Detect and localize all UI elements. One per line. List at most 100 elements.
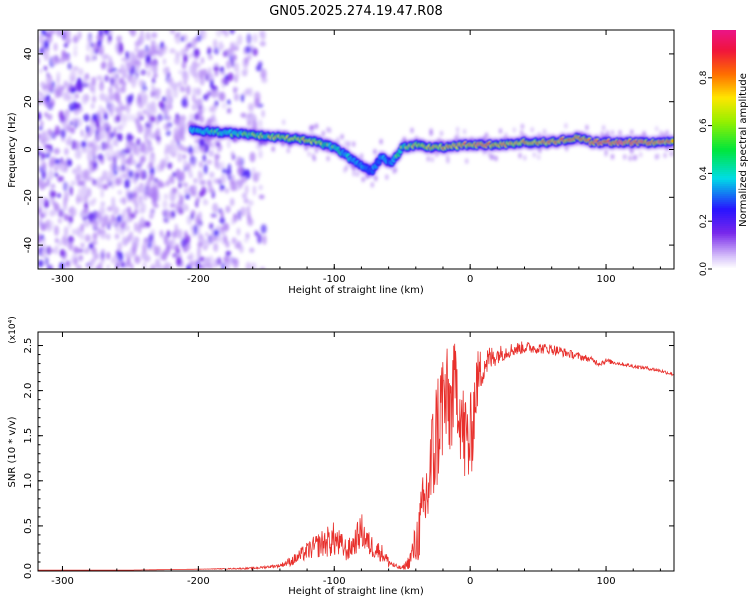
spectrogram-speckle-mark: [100, 188, 104, 199]
snr-frame: [37, 331, 675, 572]
colorbar-swatch: [712, 139, 736, 143]
spectrogram-speckle-mark: [220, 66, 224, 73]
spectrogram-speckle-mark: [131, 114, 136, 123]
spectrogram-speckle-mark: [134, 255, 141, 264]
spectrogram-speckle-mark: [203, 239, 210, 248]
spectrogram-speckle-mark: [47, 82, 52, 88]
spectrogram-speckle-mark: [194, 113, 199, 121]
spectrogram-speckle-mark: [206, 90, 212, 97]
spectrogram-speckle-mark: [88, 199, 96, 206]
spectrogram-speckle-mark: [45, 246, 52, 255]
spectrogram-speckle-mark: [93, 55, 97, 61]
spectrogram-speckle-mark: [43, 39, 50, 50]
spectrogram-speckle-mark: [49, 190, 57, 199]
spectrogram-speckle-mark: [343, 140, 347, 146]
spectrogram-speckle-mark: [120, 164, 126, 172]
spectrogram-speckle-mark: [233, 41, 239, 49]
colorbar-swatch: [712, 181, 736, 184]
spectrogram-speckle-mark: [86, 42, 91, 52]
spectrogram-speckle-mark: [140, 216, 145, 226]
spectrogram-speckle-mark: [209, 222, 214, 230]
colorbar-swatch: [712, 57, 736, 61]
spectrogram-speckle-mark: [311, 124, 315, 131]
spectrogram-speckle-mark: [90, 48, 94, 59]
spectrogram-speckle-mark: [222, 167, 226, 174]
colorbar-swatch: [712, 205, 736, 208]
spectrogram-speckle-mark: [96, 216, 103, 225]
spectrogram-speckle-mark: [218, 44, 225, 50]
spectrogram-speckle-mark: [209, 171, 215, 178]
spectrogram-speckle-mark: [118, 42, 124, 53]
spectrogram-speckle-mark: [163, 234, 169, 246]
spectrogram-speckle-mark: [116, 124, 124, 132]
colorbar-swatch: [712, 227, 736, 230]
spectrogram-speckle-mark: [168, 174, 175, 182]
colorbar-swatch: [712, 195, 736, 198]
colorbar-swatch: [712, 37, 736, 41]
spectrogram-speckle-mark: [170, 146, 175, 156]
spectrogram-speckle-mark: [72, 66, 79, 71]
colorbar-swatch: [712, 209, 736, 212]
spectrogram-speckle-mark: [153, 203, 159, 208]
colorbar-swatch: [712, 61, 736, 65]
y-tick-label: 1.0: [23, 473, 34, 489]
spectrogram-speckle-mark: [183, 188, 190, 195]
spectrogram-speckle-mark: [59, 249, 66, 258]
spectrogram-speckle-mark: [87, 187, 92, 198]
spectrogram-speckle-mark: [196, 196, 200, 203]
spectrogram-speckle-mark: [39, 212, 46, 219]
spectrogram-speckle-mark: [109, 143, 113, 152]
spectrogram-speckle-mark: [429, 128, 433, 134]
spectrogram-speckle-mark: [370, 182, 374, 188]
spectrogram-speckle-mark: [193, 144, 200, 155]
colorbar-swatch: [712, 235, 736, 238]
spectrogram-speckle-mark: [252, 185, 257, 196]
spectrogram-speckle-mark: [669, 151, 674, 157]
spectrogram-speckle-mark: [136, 111, 143, 119]
colorbar-swatch: [712, 103, 736, 107]
colorbar-swatch: [712, 35, 736, 39]
colorbar-swatch: [712, 55, 736, 59]
spectrogram-speckle-mark: [98, 30, 104, 37]
spectrogram-speckle-mark: [213, 236, 217, 242]
spectrogram-speckle-mark: [187, 167, 193, 176]
spectrogram-speckle-mark: [213, 242, 219, 252]
spectrogram-speckle-mark: [231, 59, 235, 68]
spectrogram-speckle-mark: [75, 197, 81, 203]
y-tick-label: 40: [23, 48, 34, 61]
spectrogram-speckle-mark: [149, 208, 155, 219]
spectrogram-speckle-mark: [138, 54, 143, 60]
spectrogram-speckle-mark: [60, 129, 66, 139]
spectrogram-speckle-mark: [80, 242, 85, 248]
spectrogram-speckle-mark: [126, 206, 132, 215]
colorbar-swatch: [712, 83, 736, 87]
spectrogram-speckle-mark: [122, 235, 126, 245]
snr-axes: -300 -200 -100 0 100 0.0 0.5 1.0 1.5 2.0 2.5: [23, 332, 674, 587]
colorbar-swatch: [712, 75, 736, 79]
spectrogram-speckle-mark: [185, 44, 189, 52]
spectrogram-speckle-mark: [134, 40, 141, 48]
spectrogram-speckle-mark: [39, 68, 43, 74]
spectrogram-speckle-mark: [73, 44, 78, 51]
colorbar-label: Normalized spectral amplitude: [738, 73, 749, 227]
spectrogram-speckle-mark: [67, 134, 72, 146]
spectrogram-speckle-mark: [132, 173, 137, 184]
spectrogram-speckle-mark: [67, 62, 72, 70]
colorbar-swatch: [712, 229, 736, 232]
spectrogram-speckle-mark: [326, 155, 330, 162]
spectrogram-speckle-mark: [98, 104, 103, 116]
spectrogram-speckle-mark: [44, 111, 48, 118]
spectrogram-speckle-mark: [54, 244, 59, 255]
spectrogram-speckle-mark: [162, 58, 167, 66]
spectrogram-speckle-mark: [69, 185, 74, 196]
spectrogram-speckle-mark: [208, 73, 214, 79]
spectrogram-speckle-mark: [89, 56, 94, 62]
spectrogram-speckle-mark: [189, 65, 194, 75]
colorbar-swatch: [712, 237, 736, 240]
spectrogram-speckle-mark: [128, 170, 134, 179]
spectrogram-speckle-mark: [85, 54, 90, 63]
spectrogram-speckle-mark: [194, 55, 199, 61]
spectrogram-speckle-mark: [224, 254, 230, 264]
spectrogram-speckle-mark: [124, 224, 130, 232]
spectrogram-speckle-mark: [77, 31, 82, 40]
